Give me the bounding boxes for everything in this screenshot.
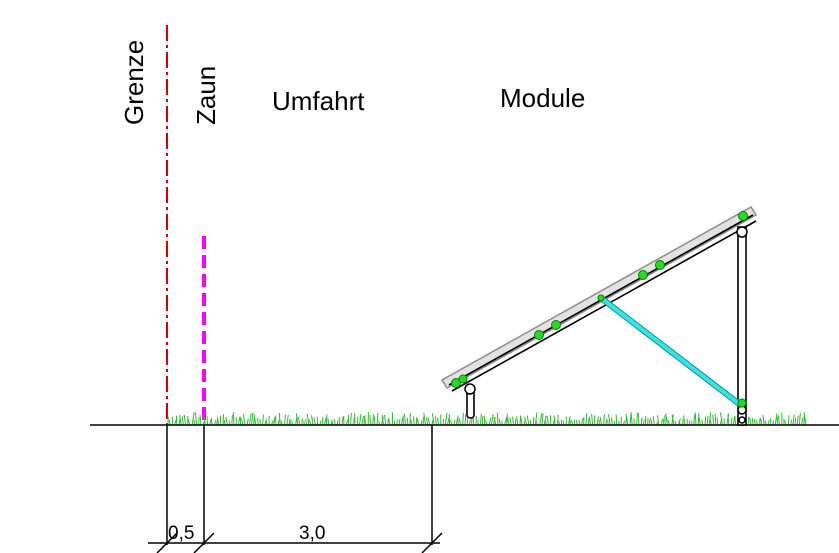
grass-blades (167, 412, 807, 426)
rear-post (737, 226, 747, 426)
clamp-5 (638, 270, 648, 280)
front-pivot (464, 383, 476, 395)
clamp-3 (534, 330, 544, 340)
clamp-6 (655, 260, 665, 270)
clamp-8 (737, 398, 747, 408)
tick-fence (193, 532, 215, 553)
grass-strip (167, 412, 807, 426)
tick-driveway (421, 532, 443, 553)
pv-module-rack (440, 205, 758, 426)
driveway-label: Umfahrt (272, 86, 365, 116)
clamp-7 (738, 211, 748, 221)
clamp-4 (551, 320, 561, 330)
modules-label: Module (500, 83, 585, 113)
tick-boundary (156, 532, 178, 553)
dimension-fence-offset: 0,5 (168, 523, 194, 544)
module-rail-lower (451, 220, 757, 392)
rear-pivot (736, 226, 748, 238)
clamp-9 (597, 294, 605, 302)
dimension-chain (148, 425, 443, 553)
fence-label: Zaun (191, 66, 221, 125)
rear-foot-bolt-2 (738, 416, 746, 424)
boundary-label: Grenze (119, 40, 149, 125)
clamp-1 (451, 378, 461, 388)
diagonal-brace (599, 296, 744, 408)
clamp-2 (458, 374, 468, 384)
dimension-driveway-width: 3,0 (299, 523, 325, 544)
